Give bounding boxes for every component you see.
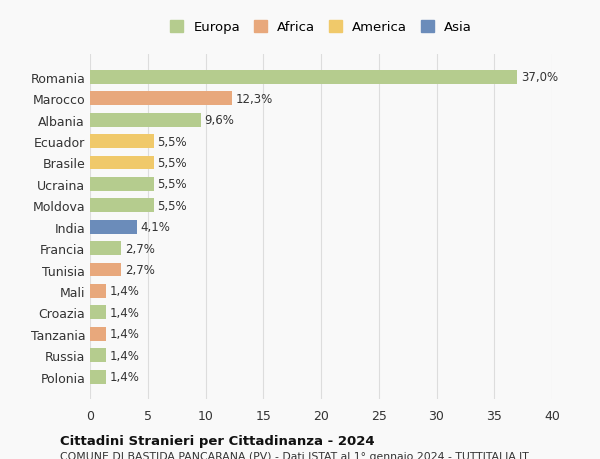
Bar: [90, 135, 154, 149]
Bar: [90, 263, 121, 277]
Text: 5,5%: 5,5%: [157, 135, 187, 148]
Bar: [90, 178, 154, 191]
Text: 4,1%: 4,1%: [141, 221, 170, 234]
Text: 1,4%: 1,4%: [110, 349, 140, 362]
Bar: [90, 220, 137, 234]
Bar: [90, 306, 106, 319]
Bar: [90, 199, 154, 213]
Text: 1,4%: 1,4%: [110, 306, 140, 319]
Text: COMUNE DI BASTIDA PANCARANA (PV) - Dati ISTAT al 1° gennaio 2024 - TUTTITALIA.IT: COMUNE DI BASTIDA PANCARANA (PV) - Dati …: [60, 451, 529, 459]
Bar: [90, 71, 517, 84]
Bar: [90, 327, 106, 341]
Text: 2,7%: 2,7%: [125, 242, 155, 255]
Legend: Europa, Africa, America, Asia: Europa, Africa, America, Asia: [166, 17, 476, 38]
Bar: [90, 113, 201, 127]
Text: Cittadini Stranieri per Cittadinanza - 2024: Cittadini Stranieri per Cittadinanza - 2…: [60, 434, 374, 447]
Text: 12,3%: 12,3%: [236, 93, 273, 106]
Text: 5,5%: 5,5%: [157, 199, 187, 213]
Text: 1,4%: 1,4%: [110, 370, 140, 383]
Bar: [90, 370, 106, 384]
Bar: [90, 92, 232, 106]
Bar: [90, 348, 106, 362]
Text: 2,7%: 2,7%: [125, 263, 155, 276]
Text: 1,4%: 1,4%: [110, 285, 140, 298]
Text: 5,5%: 5,5%: [157, 178, 187, 191]
Text: 1,4%: 1,4%: [110, 328, 140, 341]
Bar: [90, 241, 121, 256]
Text: 9,6%: 9,6%: [205, 114, 234, 127]
Bar: [90, 156, 154, 170]
Bar: [90, 284, 106, 298]
Text: 37,0%: 37,0%: [521, 71, 558, 84]
Text: 5,5%: 5,5%: [157, 157, 187, 170]
